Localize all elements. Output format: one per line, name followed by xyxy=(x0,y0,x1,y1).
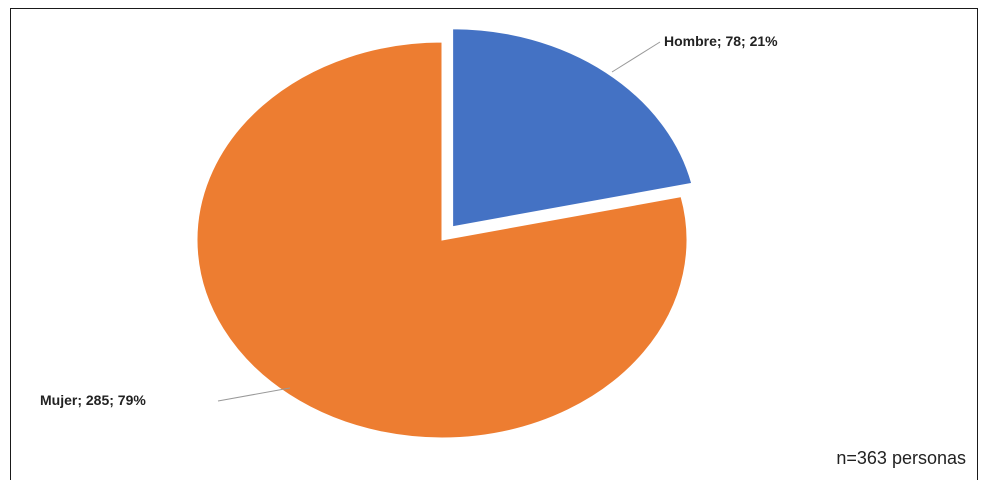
leader-line-mujer xyxy=(217,387,291,402)
pie-slices xyxy=(196,28,693,439)
pie-slice-hombre xyxy=(452,28,693,228)
pie-slice-mujer xyxy=(196,41,688,439)
data-label-mujer: Mujer; 285; 79% xyxy=(40,392,146,408)
pie-labels: Hombre; 78; 21% Mujer; 285; 79% xyxy=(40,33,778,408)
data-label-hombre: Hombre; 78; 21% xyxy=(664,33,778,49)
sample-size-note: n=363 personas xyxy=(836,448,966,468)
leader-line-hombre xyxy=(611,41,661,73)
